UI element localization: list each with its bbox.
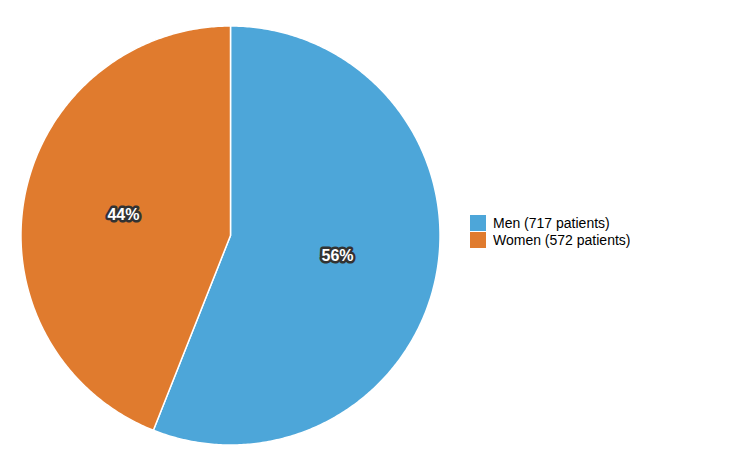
svg-text:56%: 56% [322,247,354,264]
html-text:Women (572 patients): Women (572 patients) [493,231,631,248]
html-text:Men (717 patients): Men (717 patients) [493,214,610,231]
svg-text:44%: 44% [107,206,139,223]
